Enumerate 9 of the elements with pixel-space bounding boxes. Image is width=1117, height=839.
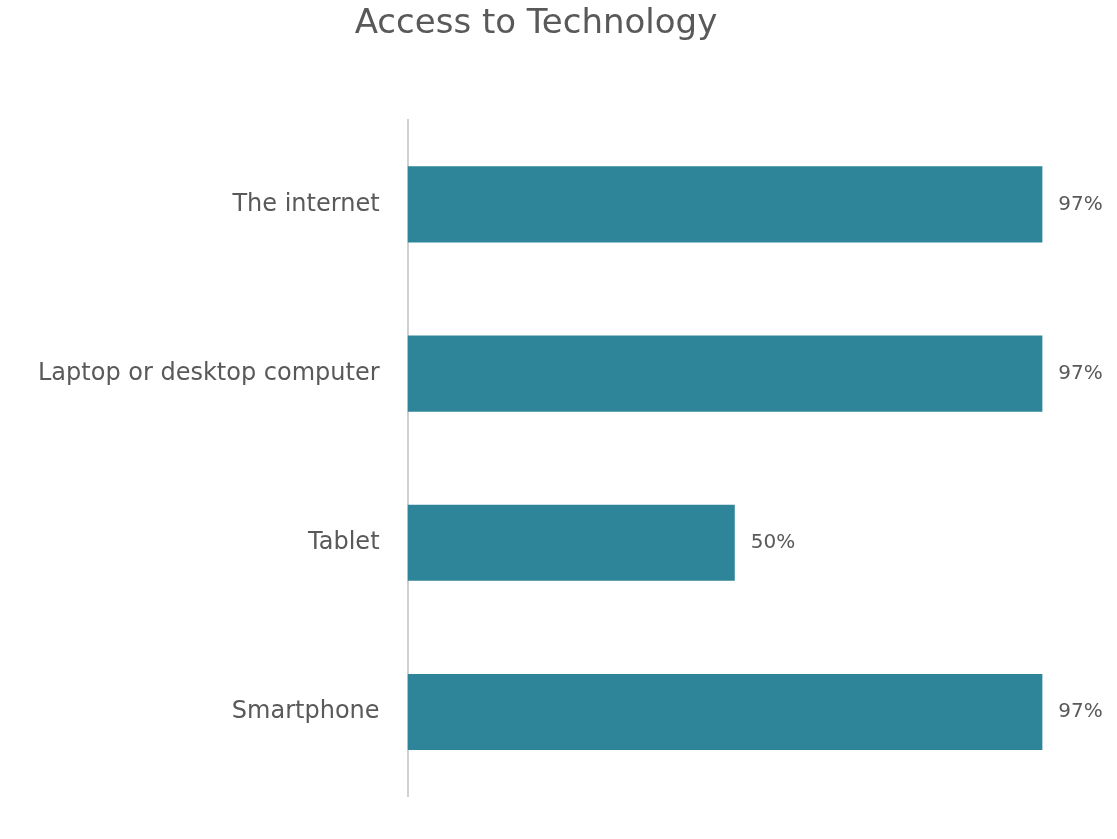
chart-title: Access to Technology [354,1,718,42]
y-tick-label: Tablet [307,527,380,556]
data-label: 97% [1058,359,1103,384]
data-label: 97% [1058,190,1103,215]
y-tick-label: Smartphone [231,696,380,725]
y-tick-label: Laptop or desktop computer [37,357,380,386]
data-label: 50% [750,529,796,553]
y-tick-label: The internet [231,188,380,217]
data-label: 97% [1058,698,1103,723]
